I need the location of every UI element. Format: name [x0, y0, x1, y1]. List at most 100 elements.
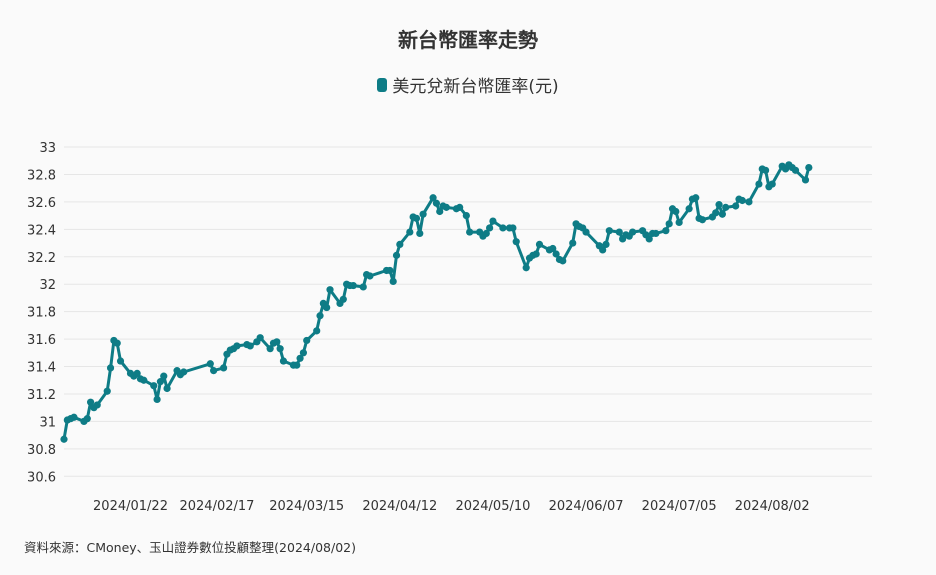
data-point[interactable]: [220, 364, 228, 372]
data-point[interactable]: [153, 395, 161, 404]
data-point[interactable]: [150, 382, 158, 390]
data-point[interactable]: [801, 176, 810, 184]
data-point[interactable]: [605, 227, 613, 235]
data-point[interactable]: [106, 364, 115, 372]
source-note: 資料來源：CMoney、玉山證券數位投顧整理(2024/08/02): [24, 540, 356, 555]
data-point[interactable]: [436, 207, 444, 216]
data-point[interactable]: [206, 360, 214, 368]
data-point[interactable]: [715, 201, 723, 209]
data-point[interactable]: [489, 217, 497, 225]
data-point[interactable]: [732, 202, 740, 210]
data-point[interactable]: [113, 339, 121, 347]
chart-title: 新台幣匯率走勢: [398, 28, 538, 52]
data-point[interactable]: [512, 238, 520, 246]
data-point[interactable]: [712, 209, 720, 217]
data-point[interactable]: [160, 372, 168, 380]
data-point[interactable]: [718, 210, 726, 218]
data-point[interactable]: [462, 212, 470, 220]
data-point[interactable]: [761, 166, 770, 174]
data-point[interactable]: [755, 180, 763, 188]
data-point[interactable]: [559, 257, 567, 265]
data-point[interactable]: [392, 251, 401, 259]
data-point[interactable]: [87, 398, 95, 406]
data-point[interactable]: [522, 264, 530, 272]
data-point[interactable]: [499, 224, 507, 232]
data-point[interactable]: [116, 357, 125, 365]
data-point[interactable]: [652, 229, 660, 238]
data-point[interactable]: [70, 413, 78, 421]
data-point[interactable]: [412, 214, 421, 222]
data-point[interactable]: [509, 224, 517, 232]
data-point[interactable]: [303, 336, 311, 345]
data-point[interactable]: [672, 207, 680, 216]
data-point[interactable]: [210, 367, 218, 375]
data-point[interactable]: [389, 277, 397, 286]
data-point[interactable]: [535, 240, 544, 249]
data-point[interactable]: [569, 239, 577, 247]
data-point[interactable]: [256, 334, 264, 342]
legend[interactable]: 美元兌新台幣匯率(元): [0, 72, 936, 97]
data-point[interactable]: [722, 203, 730, 211]
data-point[interactable]: [416, 229, 424, 238]
data-point[interactable]: [442, 203, 450, 211]
data-point[interactable]: [323, 303, 331, 312]
data-point[interactable]: [791, 166, 800, 174]
data-point[interactable]: [366, 272, 374, 280]
data-point[interactable]: [316, 312, 324, 320]
data-point[interactable]: [665, 220, 673, 228]
data-point[interactable]: [313, 327, 321, 335]
data-point[interactable]: [599, 246, 607, 254]
data-point[interactable]: [685, 205, 693, 213]
data-point[interactable]: [386, 266, 394, 275]
data-point[interactable]: [628, 228, 637, 236]
data-point[interactable]: [103, 387, 111, 395]
data-point[interactable]: [429, 194, 437, 202]
data-point[interactable]: [692, 194, 700, 202]
data-point[interactable]: [582, 228, 590, 236]
data-point[interactable]: [549, 244, 557, 253]
data-point[interactable]: [645, 235, 653, 243]
data-point[interactable]: [156, 378, 165, 386]
data-point[interactable]: [296, 354, 304, 362]
data-point[interactable]: [359, 283, 367, 291]
data-point[interactable]: [349, 281, 357, 290]
x-tick-label: 2024/03/15: [269, 499, 344, 514]
data-point[interactable]: [486, 224, 494, 232]
data-point[interactable]: [615, 228, 623, 236]
data-point[interactable]: [552, 250, 560, 258]
data-point[interactable]: [662, 227, 670, 235]
data-point[interactable]: [406, 228, 414, 236]
data-point[interactable]: [532, 250, 540, 258]
data-point[interactable]: [163, 384, 171, 393]
data-point[interactable]: [805, 163, 813, 172]
data-point[interactable]: [432, 199, 441, 207]
data-point[interactable]: [466, 228, 474, 236]
data-point[interactable]: [456, 203, 464, 211]
data-point[interactable]: [233, 342, 241, 350]
data-point[interactable]: [326, 286, 334, 294]
data-point[interactable]: [93, 401, 101, 409]
data-point[interactable]: [299, 349, 308, 357]
data-point[interactable]: [266, 345, 274, 353]
data-point[interactable]: [698, 216, 707, 224]
data-point[interactable]: [419, 210, 427, 218]
y-tick-label: 31.8: [27, 306, 56, 321]
data-point[interactable]: [675, 218, 683, 227]
data-point[interactable]: [738, 196, 746, 205]
data-point[interactable]: [339, 295, 347, 303]
data-point[interactable]: [60, 435, 68, 443]
data-point[interactable]: [133, 369, 141, 377]
data-point[interactable]: [396, 240, 404, 249]
data-point[interactable]: [293, 361, 301, 369]
data-point[interactable]: [246, 342, 254, 350]
data-point[interactable]: [279, 357, 288, 365]
data-point[interactable]: [140, 376, 148, 384]
data-point[interactable]: [83, 415, 91, 423]
data-point[interactable]: [180, 368, 188, 376]
data-point[interactable]: [273, 338, 281, 346]
data-point[interactable]: [482, 229, 490, 238]
data-point[interactable]: [602, 240, 610, 249]
data-point[interactable]: [768, 180, 776, 188]
data-point[interactable]: [276, 345, 284, 353]
data-point[interactable]: [745, 198, 753, 206]
